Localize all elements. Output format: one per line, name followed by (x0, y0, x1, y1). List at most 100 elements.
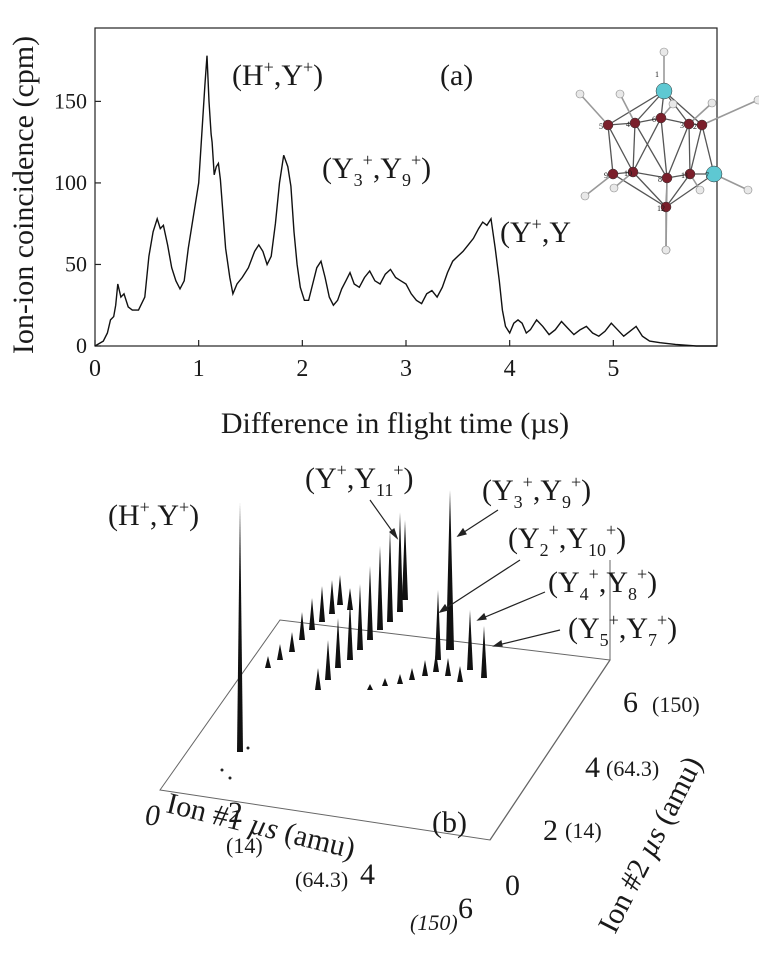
hydrogen-atom (743, 185, 753, 195)
peak-y-y11-ridge (367, 566, 373, 640)
molecule-bond-h (579, 93, 609, 126)
hydrogen-atom (668, 99, 678, 109)
molecule-background (572, 40, 714, 255)
panel-a-x-axis-title: Difference in flight time (µs) (221, 407, 569, 440)
molecule-bond-h (584, 173, 614, 197)
minor-peak (433, 652, 439, 672)
molecule-bond-h (619, 93, 636, 124)
peak-label-y4-y8: (Y4+,Y8+) (548, 564, 657, 604)
minor-peak (382, 678, 388, 686)
atom-number: 4 (626, 120, 630, 129)
hydrogen-atom (659, 47, 669, 57)
panel-a-label: (a) (440, 59, 473, 92)
a-y-tick-label: 100 (54, 170, 87, 195)
noise-dot (220, 768, 224, 772)
atom-number: 7 (705, 171, 709, 180)
molecule-bond (663, 90, 703, 126)
b-x-tick-4: 4 (360, 858, 375, 891)
boron-atom (696, 119, 708, 131)
molecule-bond (701, 124, 715, 175)
a-x-tick-label: 4 (504, 356, 516, 382)
molecule-bond (632, 171, 667, 208)
minor-peak (409, 668, 415, 680)
ridge-left-peak (289, 632, 295, 652)
a-y-tick-label: 150 (54, 88, 87, 113)
boron-atom (655, 112, 667, 124)
molecule-bond (660, 117, 668, 179)
molecule-bond (607, 124, 634, 173)
boron-atom (602, 119, 614, 131)
a-x-tick-label: 1 (193, 356, 205, 382)
panel-a-ticks (94, 100, 614, 347)
ridge-left-peak (347, 588, 353, 610)
peak-arrows (369, 499, 561, 647)
atom-number: 12 (657, 204, 665, 213)
hydrogen-atom (661, 245, 671, 255)
minor-peak (457, 666, 463, 682)
molecule-bond (688, 123, 691, 175)
b-y-amu-14: (14) (565, 818, 602, 843)
peak-y5-y7 (481, 626, 487, 678)
b-x-amu-64: (64.3) (295, 867, 348, 892)
atom-number: 5 (599, 122, 603, 131)
hydrogen-atom (695, 185, 705, 195)
ridge-left-peak (265, 656, 271, 668)
peak-y4-y8 (467, 610, 473, 670)
molecule-bond (632, 122, 636, 173)
panel-a-series-line (94, 55, 717, 347)
yttrium-atom (655, 82, 673, 100)
molecule-bond (689, 124, 703, 175)
molecule-bond (612, 173, 667, 208)
noise-dot (228, 776, 232, 780)
b-x-amu-150: (150) (410, 910, 458, 935)
peak-y-y11-ridge (347, 600, 353, 660)
panel-b-peaks (220, 490, 487, 780)
peak-y-y11-ridge (325, 640, 331, 680)
boron-atom (627, 166, 639, 178)
panel-b-axis2-ticks: 0 2 4 6 (14) (64.3) (150) (505, 686, 700, 902)
hydrogen-atom (609, 183, 619, 193)
hydrogen-atom (575, 89, 585, 99)
ridge-left-peak (319, 586, 325, 622)
peak-label-y2-y10: (Y2+,Y10+) (508, 520, 626, 560)
minor-peak (445, 658, 451, 676)
boron-atom (684, 168, 696, 180)
peak-y2-y10 (435, 590, 441, 660)
boron-atom (660, 201, 672, 213)
ridge-left-peak (329, 580, 335, 614)
yttrium-atom (705, 165, 723, 183)
peak-y-y11-ridge (402, 520, 408, 600)
atom-number: 10 (624, 169, 632, 178)
peak-y-y11-ridge (315, 668, 321, 690)
panel-b-axis2-line (489, 659, 611, 841)
b-x-tick-2: 2 (228, 796, 243, 829)
molecule-bond (632, 117, 662, 173)
peak-y-y11-ridge (387, 530, 393, 622)
molecule-bond (666, 123, 690, 179)
peak-y-y11-ridge (335, 618, 341, 668)
atom-number: 9 (604, 171, 608, 180)
peak-y3-y9 (446, 490, 454, 650)
hydrogen-atom (580, 191, 590, 201)
peak-y-y11-ridge (357, 584, 363, 650)
minor-peak (367, 684, 373, 690)
molecule-bond-h (701, 99, 759, 126)
peak-label-y3-y9: (Y3+,Y9+) (482, 472, 591, 512)
a-x-tick-label: 5 (607, 356, 619, 382)
atom-number: 2 (693, 122, 697, 131)
peak-y-y11-ridge (377, 546, 383, 630)
hydrogen-atom (707, 98, 717, 108)
molecule-bond (632, 171, 668, 179)
peak-label-y-y11: (Y+,Y11+) (305, 460, 413, 500)
hydrogen-atom (753, 95, 759, 105)
boron-atom (661, 172, 673, 184)
hydrogen-atom (615, 89, 625, 99)
b-y-tick-4: 4 (585, 751, 600, 784)
panel-b-label: (b) (432, 806, 467, 839)
a-x-tick-label: 3 (400, 356, 412, 382)
atom-number: 6 (652, 115, 656, 124)
